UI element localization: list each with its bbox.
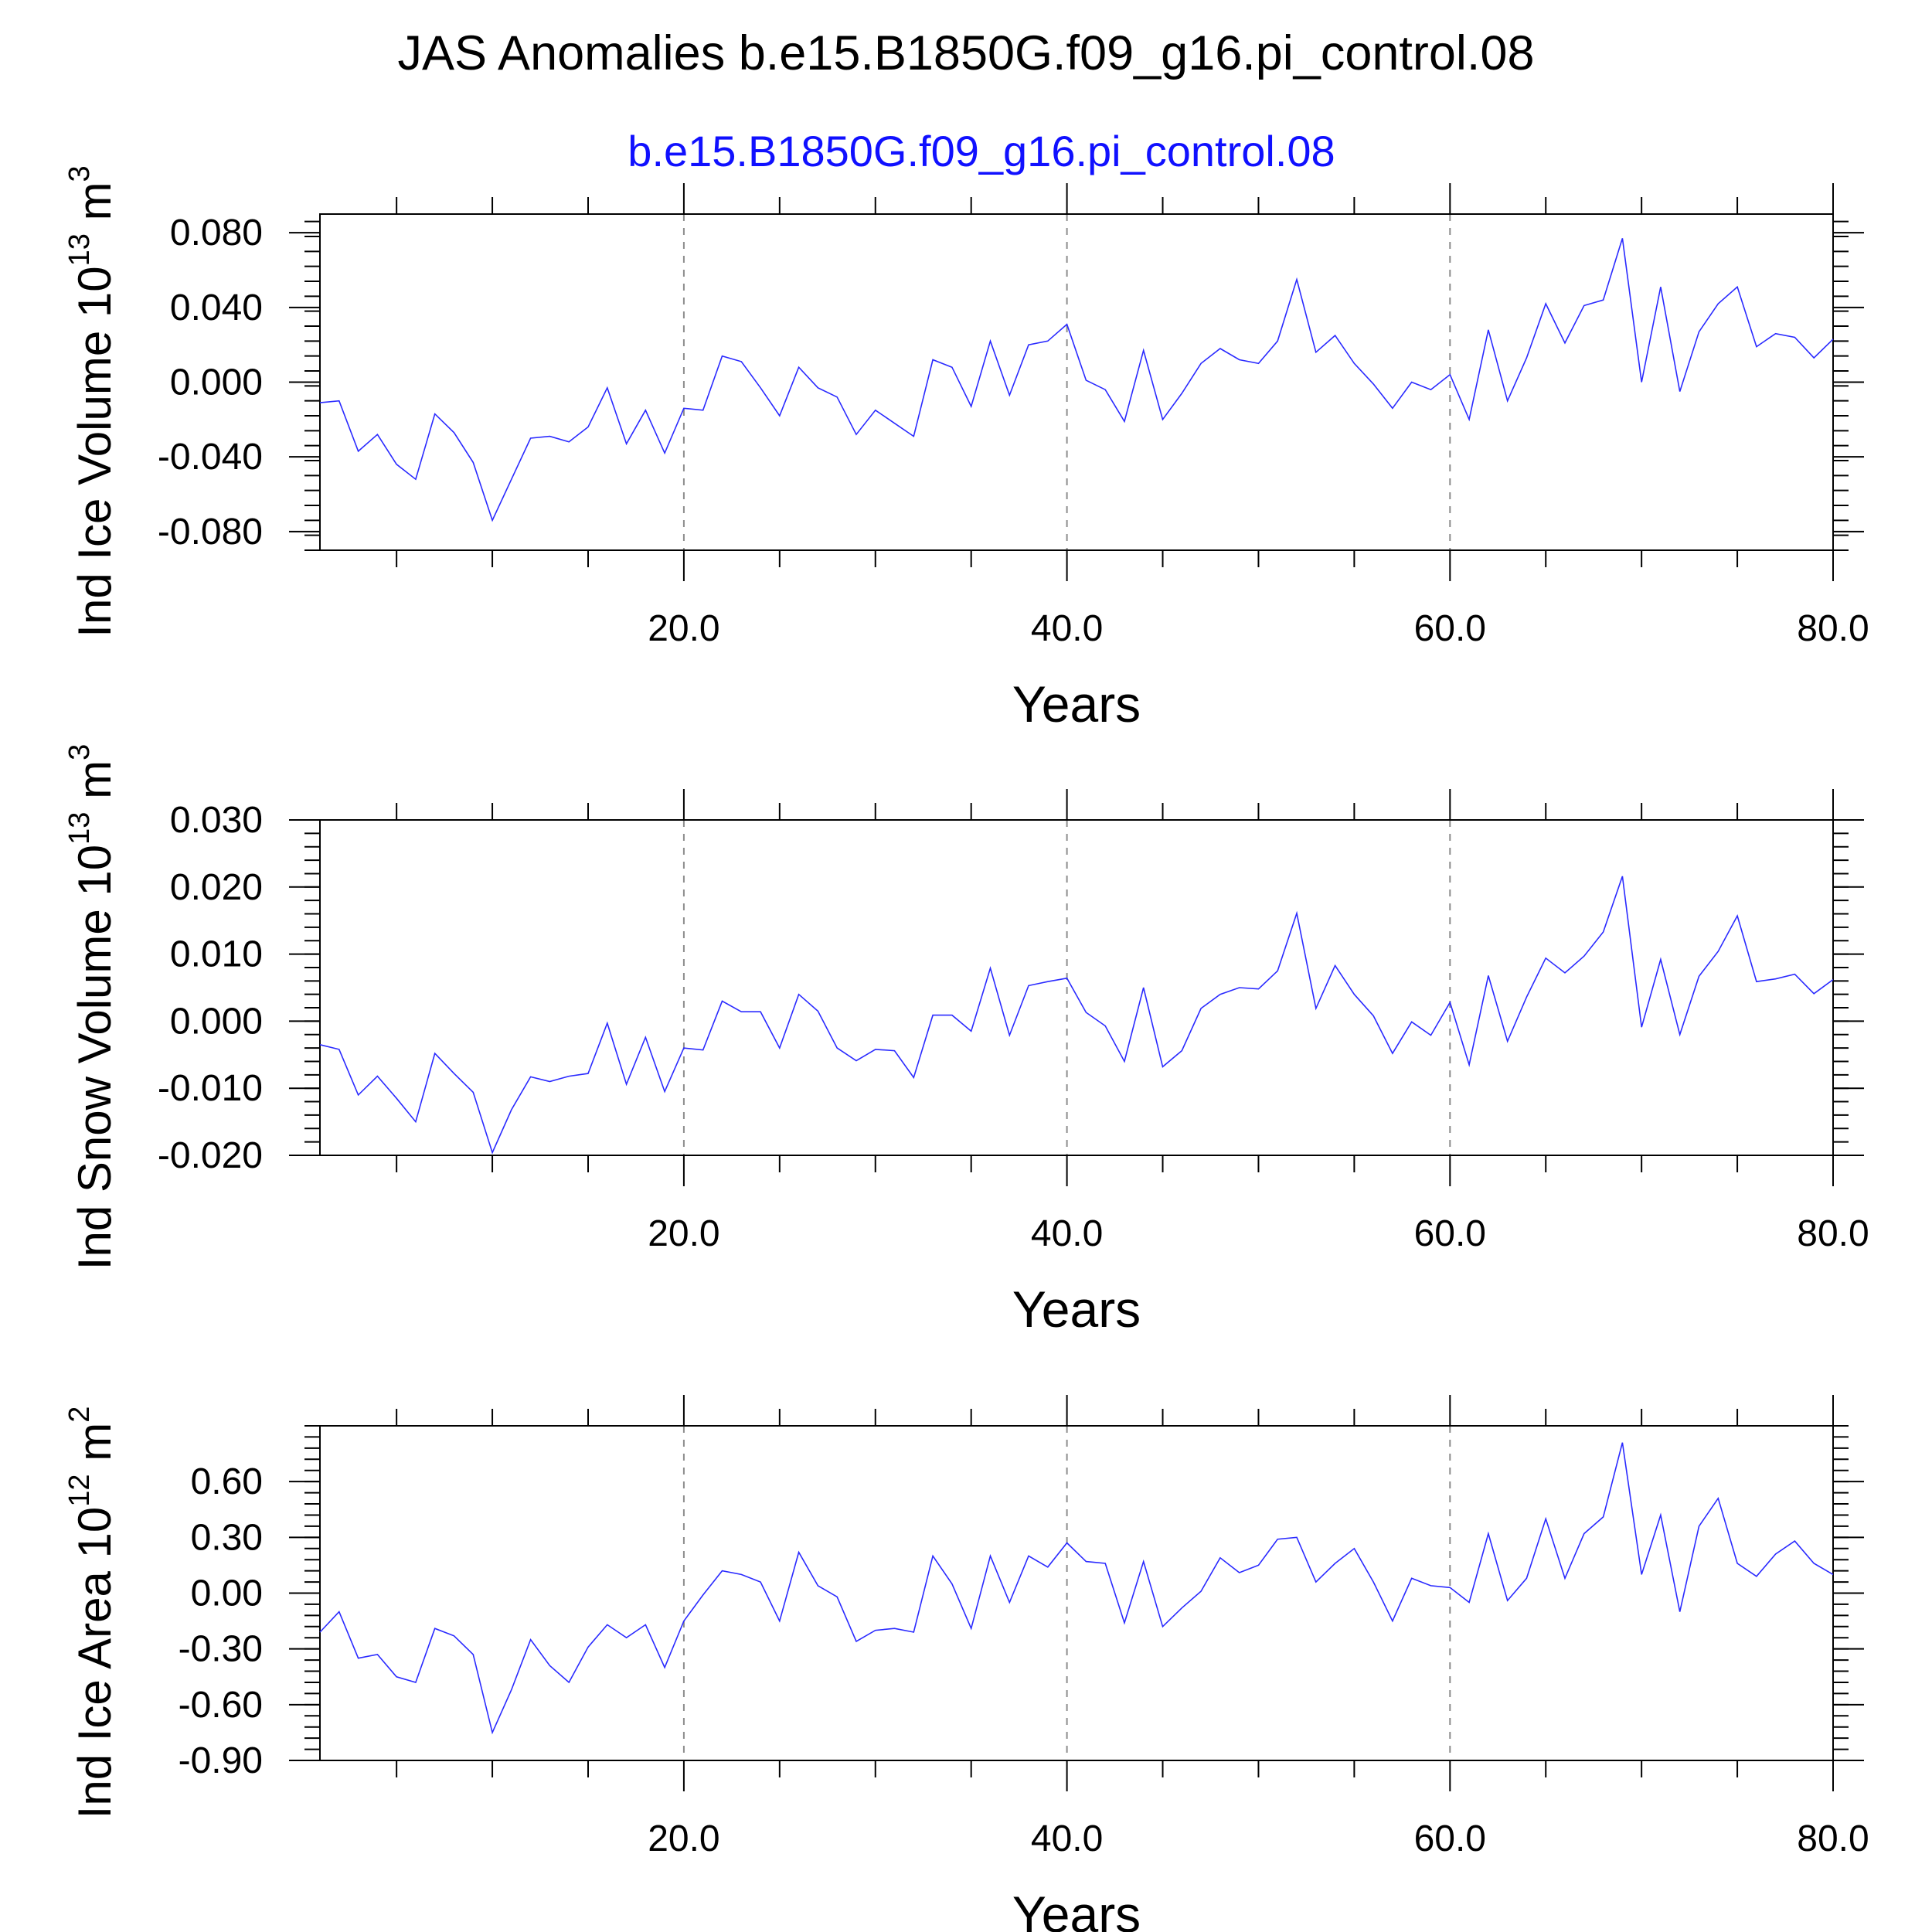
x-tick-label: 20.0 [648, 608, 719, 649]
x-axis-label: Years [1012, 1281, 1141, 1338]
x-tick-label: 40.0 [1031, 1818, 1103, 1859]
x-tick-label: 20.0 [648, 1818, 719, 1859]
y-tick-label: 0.030 [170, 800, 263, 841]
y-tick-label: 0.010 [170, 934, 263, 975]
y-axis-label: Ind Ice Area 1012 m2 [63, 1406, 121, 1819]
x-tick-label: 40.0 [1031, 1213, 1103, 1254]
y-tick-label: 0.30 [191, 1517, 263, 1558]
chart-subtitle: b.e15.B1850G.f09_g16.pi_control.08 [628, 127, 1335, 175]
x-tick-label: 60.0 [1414, 1818, 1486, 1859]
y-tick-label: 0.00 [191, 1573, 263, 1614]
y-tick-label: 0.000 [170, 362, 263, 403]
y-tick-label: 0.080 [170, 213, 263, 253]
y-tick-label: -0.60 [179, 1685, 263, 1726]
y-tick-label: -0.90 [179, 1740, 263, 1781]
x-tick-label: 80.0 [1797, 608, 1869, 649]
y-tick-label: -0.010 [158, 1068, 263, 1109]
x-tick-label: 60.0 [1414, 1213, 1486, 1254]
y-tick-label: 0.000 [170, 1001, 263, 1042]
x-tick-label: 60.0 [1414, 608, 1486, 649]
series-line [319, 1442, 1834, 1735]
series-line [319, 876, 1834, 1155]
y-tick-label: 0.60 [191, 1461, 263, 1502]
panel-2: -0.020 -0.010 0.000 0.010 0.020 0.030 20.0 40.0… [63, 744, 1869, 1338]
y-tick-label: -0.080 [158, 512, 263, 553]
x-tick-label: 80.0 [1797, 1213, 1869, 1254]
x-tick-label: 20.0 [648, 1213, 719, 1254]
plot-frame [319, 1425, 1834, 1761]
y-tick-label: 0.020 [170, 867, 263, 908]
chart-title: JAS Anomalies b.e15.B1850G.f09_g16.pi_co… [397, 26, 1534, 80]
x-tick-label: 80.0 [1797, 1818, 1869, 1859]
y-axis-label: Ind Ice Volume 1013 m3 [63, 165, 121, 637]
y-tick-label: -0.040 [158, 437, 263, 478]
y-tick-label: -0.020 [158, 1135, 263, 1176]
x-axis-label: Years [1012, 675, 1141, 733]
series-line [319, 238, 1834, 522]
y-tick-label: 0.040 [170, 287, 263, 328]
panel-3: -0.90 -0.60 -0.30 0.00 0.30 0.60 20.0 40.0 60.0 8… [63, 1395, 1869, 1932]
x-tick-label: 40.0 [1031, 608, 1103, 649]
y-axis-label: Ind Snow Volume 1013 m3 [63, 744, 121, 1270]
x-axis-label: Years [1012, 1886, 1141, 1932]
y-tick-label: -0.30 [179, 1629, 263, 1670]
panel-1: -0.080 -0.040 0.000 0.040 0.080 20.0 40.0 60.0 8… [63, 165, 1869, 733]
panels: -0.080 -0.040 0.000 0.040 0.080 20.0 40.0 60.0 8… [63, 165, 1869, 1932]
plot-frame [319, 213, 1834, 551]
plot-frame [319, 819, 1834, 1156]
